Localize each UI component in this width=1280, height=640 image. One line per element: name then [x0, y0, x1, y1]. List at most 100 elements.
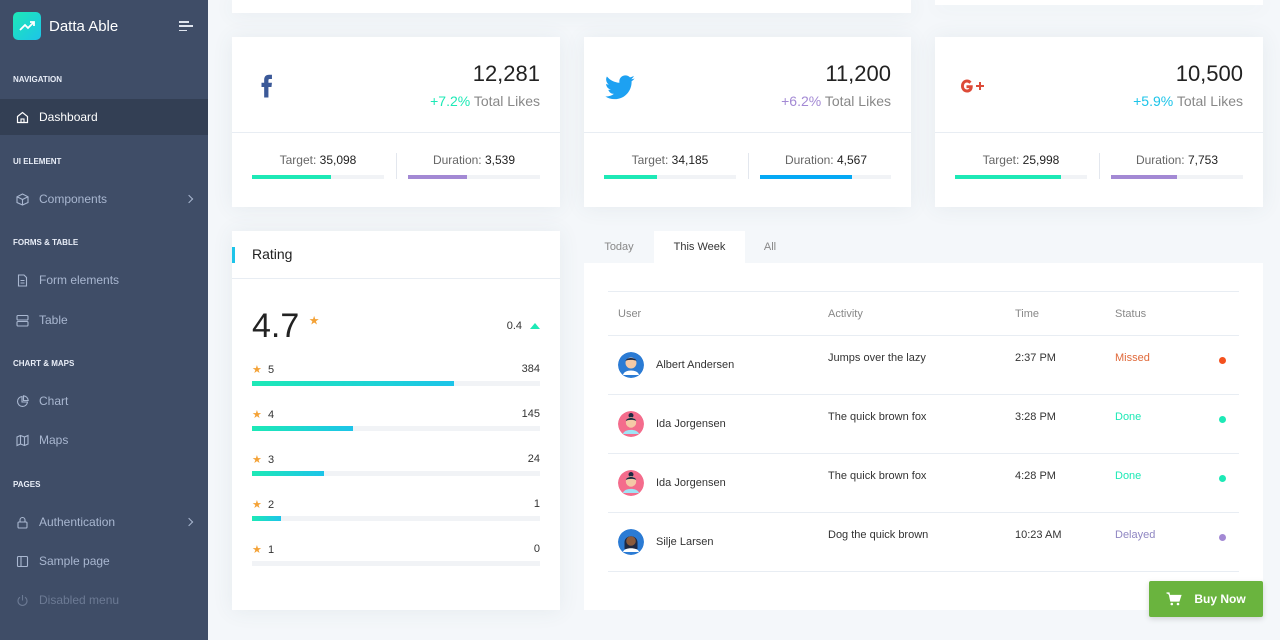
- activity-time: 2:37 PM: [1005, 335, 1105, 395]
- facebook-card: 12,281 +7.2% Total Likes Target: 35,098 …: [232, 37, 560, 207]
- activity-text: The quick brown fox: [818, 453, 1005, 513]
- chevron-right-icon: [184, 517, 194, 527]
- googleplus-change: +5.9%: [1133, 93, 1174, 109]
- trending-up-icon[interactable]: [13, 12, 41, 40]
- status-badge: Delayed: [1105, 512, 1195, 572]
- facebook-change-row: +7.2% Total Likes: [430, 93, 540, 109]
- rating-row-1: ★ 1 0: [252, 543, 540, 573]
- googleplus-target: Target: 25,998: [982, 153, 1060, 167]
- user-name: Ida Jorgensen: [656, 477, 726, 489]
- star-icon: ★: [252, 544, 262, 556]
- star-icon: ★: [252, 409, 262, 421]
- user-name: Silje Larsen: [656, 536, 714, 548]
- googleplus-duration: Duration: 7,753: [1135, 153, 1219, 167]
- user-name: Albert Andersen: [656, 359, 735, 371]
- sidebar-item-label: Disabled menu: [39, 593, 120, 607]
- sidebar-item-form-elements[interactable]: Form elements: [0, 262, 208, 298]
- pie-chart-icon: [16, 394, 29, 408]
- googleplus-card: 10,500 +5.9% Total Likes Target: 25,998 …: [935, 37, 1263, 207]
- activity-time: 4:28 PM: [1005, 453, 1105, 513]
- avatar: [618, 470, 644, 496]
- facebook-change: +7.2%: [430, 93, 471, 109]
- rating-card: Rating 4.7 ★ 0.4 ★ 5 384 ★ 4 145 ★ 3 24 …: [232, 231, 560, 610]
- sidebar-item-dashboard[interactable]: Dashboard: [0, 99, 208, 135]
- star-icon: ★: [252, 364, 262, 376]
- sidebar-item-label: Dashboard: [39, 110, 98, 124]
- chevron-right-icon: [184, 194, 194, 204]
- menu-toggle-icon[interactable]: [179, 19, 195, 33]
- rating-header: Rating: [232, 231, 560, 279]
- top-card-partial: [232, 0, 911, 13]
- column-header-user: User: [608, 291, 818, 336]
- nav-caption-navigation: NAVIGATION: [13, 75, 63, 84]
- sidebar-item-label: Form elements: [39, 273, 120, 287]
- sidebar-item-components[interactable]: Components: [0, 181, 208, 217]
- twitter-target-bar: [604, 175, 736, 179]
- avatar: [618, 411, 644, 437]
- facebook-duration-bar: [408, 175, 540, 179]
- table-row[interactable]: Ida Jorgensen The quick brown fox 4:28 P…: [608, 453, 1239, 513]
- activity-time: 10:23 AM: [1005, 512, 1105, 572]
- googleplus-duration-bar: [1111, 175, 1243, 179]
- nav-caption-chart-maps: CHART & MAPS: [13, 359, 75, 368]
- column-header-activity: Activity: [818, 291, 1005, 336]
- table-row[interactable]: Albert Andersen Jumps over the lazy 2:37…: [608, 335, 1239, 395]
- sidebar-item-authentication[interactable]: Authentication: [0, 504, 208, 540]
- sidebar-item-label: Authentication: [39, 515, 116, 529]
- facebook-target: Target: 35,098: [279, 153, 357, 167]
- rating-row-3: ★ 3 24: [252, 453, 540, 483]
- brand-name: Datta Able: [49, 17, 119, 35]
- status-badge: Done: [1105, 453, 1195, 513]
- user-name: Ida Jorgensen: [656, 418, 726, 430]
- sidebar-item-chart[interactable]: Chart: [0, 383, 208, 419]
- buy-now-button[interactable]: Buy Now: [1149, 581, 1263, 617]
- file-text-icon: [16, 273, 29, 287]
- nav-caption-pages: PAGES: [13, 480, 41, 489]
- table-row[interactable]: Ida Jorgensen The quick brown fox 3:28 P…: [608, 394, 1239, 454]
- rating-average-row: 4.7 ★: [252, 307, 319, 346]
- sidebar-item-sample-page[interactable]: Sample page: [0, 543, 208, 579]
- sidebar-item-maps[interactable]: Maps: [0, 422, 208, 458]
- sidebar-item-table[interactable]: Table: [0, 302, 208, 338]
- sidebar-item-label: Chart: [39, 394, 69, 408]
- buy-now-label: Buy Now: [1194, 592, 1246, 606]
- table-row[interactable]: Silje Larsen Dog the quick brown 10:23 A…: [608, 512, 1239, 572]
- status-dot: [1218, 534, 1226, 541]
- box-icon: [16, 192, 29, 206]
- nav-caption-forms-table: FORMS & TABLE: [13, 238, 79, 247]
- tab-this-week[interactable]: This Week: [654, 231, 745, 263]
- googleplus-total: 10,500: [1175, 61, 1243, 86]
- star-icon: ★: [252, 499, 262, 511]
- status-badge: Done: [1105, 394, 1195, 454]
- caret-up-icon: [530, 323, 540, 329]
- brand: Datta Able: [0, 0, 208, 52]
- sidebar-icon: [16, 555, 29, 568]
- avatar: [618, 352, 644, 378]
- activity-text: Dog the quick brown: [818, 512, 1005, 572]
- activity-table: User Activity Time Status Albert Anderse…: [608, 291, 1239, 572]
- status-dot: [1218, 357, 1226, 364]
- facebook-icon[interactable]: [252, 71, 284, 103]
- avatar: [618, 529, 644, 555]
- twitter-change: +6.2%: [781, 93, 822, 109]
- cart-icon: [1166, 592, 1182, 606]
- google-plus-icon[interactable]: [955, 71, 987, 103]
- activity-time: 3:28 PM: [1005, 394, 1105, 454]
- sidebar-item-disabled-menu: Disabled menu: [0, 582, 208, 618]
- tab-all[interactable]: All: [763, 241, 777, 253]
- sidebar-item-label: Sample page: [39, 554, 110, 568]
- activity-card: User Activity Time Status Albert Anderse…: [584, 263, 1263, 610]
- facebook-duration: Duration: 3,539: [432, 153, 516, 167]
- googleplus-target-bar: [955, 175, 1087, 179]
- status-badge: Missed: [1105, 335, 1195, 395]
- rating-row-2: ★ 2 1: [252, 498, 540, 528]
- googleplus-change-row: +5.9% Total Likes: [1133, 93, 1243, 109]
- facebook-target-bar: [252, 175, 384, 179]
- rating-title: Rating: [252, 246, 293, 262]
- column-header-status: Status: [1105, 291, 1195, 336]
- sidebar-item-label: Components: [39, 192, 108, 206]
- sidebar-item-label: Table: [39, 313, 68, 327]
- twitter-total: 11,200: [825, 61, 891, 86]
- twitter-icon[interactable]: [604, 71, 636, 103]
- tab-today[interactable]: Today: [604, 241, 634, 253]
